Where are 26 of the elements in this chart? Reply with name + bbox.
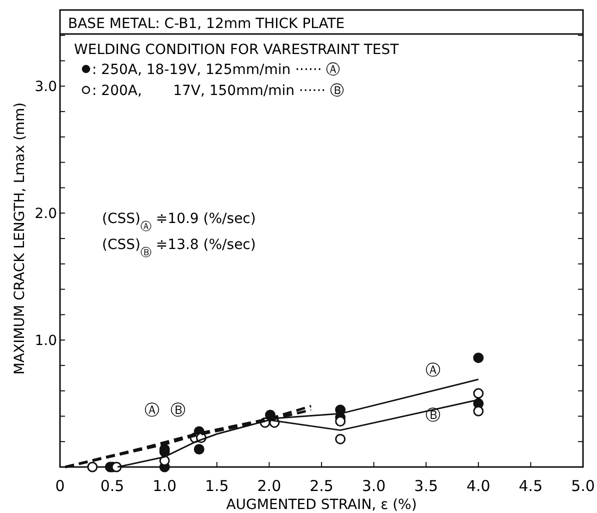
- x-tick-label: 1.5: [204, 477, 229, 495]
- x-tick-label: 2.5: [310, 477, 334, 495]
- x-tick-label: 0: [55, 477, 65, 495]
- x-tick-label: 1.0: [152, 477, 177, 495]
- x-tick-label: 3.5: [414, 477, 438, 495]
- x-tick-label: 3.0: [362, 477, 386, 495]
- x-axis-title: AUGMENTED STRAIN, ε (%): [226, 497, 417, 513]
- annotation: Ⓑ: [426, 406, 440, 424]
- legend-label: : 250A, 18-19V, 125mm/min ······ Ⓐ: [92, 62, 340, 78]
- annotation: Ⓐ: [144, 401, 160, 419]
- y-tick-label: 1.0: [34, 333, 57, 350]
- text: BASE METAL: C-B1, 12mm THICK PLATE: [68, 16, 345, 32]
- y-tick-label: 3.0: [34, 79, 57, 96]
- annotation: Ⓐ: [426, 361, 440, 379]
- x-tick-label: 2.0: [257, 477, 282, 495]
- x-tick-label: 5.0: [571, 477, 595, 495]
- legend-label: : 200A, 17V, 150mm/min ······ Ⓑ: [92, 83, 344, 99]
- x-tick-label: 4.0: [466, 477, 490, 495]
- y-axis-title: MAXIMUM CRACK LENGTH, Lmax (mm): [12, 102, 28, 375]
- annotation: (CSS)$_{Ⓐ}$ ≑10.9 (%/sec): [102, 211, 256, 232]
- annotation: Ⓑ: [170, 401, 186, 419]
- x-tick-label: 0.5: [100, 477, 124, 495]
- legend-title: WELDING CONDITION FOR VARESTRAINT TEST: [74, 42, 400, 58]
- y-tick-label: 2.0: [34, 206, 57, 222]
- annotation: (CSS)$_{Ⓑ}$ ≑13.8 (%/sec): [102, 237, 256, 258]
- x-tick-label: 4.5: [518, 477, 543, 495]
